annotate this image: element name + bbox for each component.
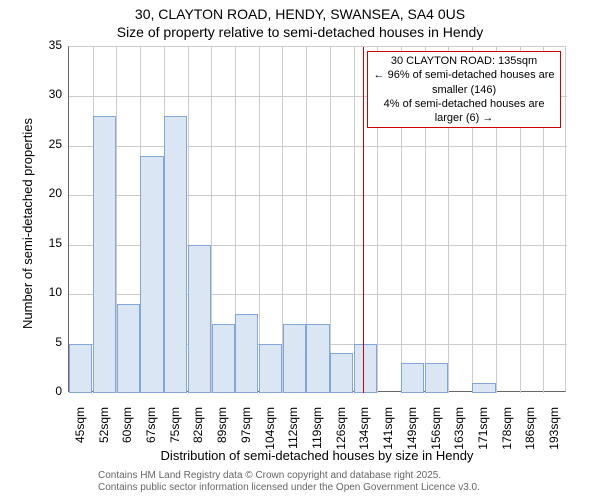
annotation-line2: ← 96% of semi-detached houses are smalle… [372,68,556,97]
x-tick-label: 45sqm [73,407,87,457]
y-tick-label: 25 [36,137,62,151]
annotation-box: 30 CLAYTON ROAD: 135sqm← 96% of semi-det… [367,51,561,128]
x-tick-label: 67sqm [144,407,158,457]
histogram-bar [401,363,424,393]
x-tick-label: 112sqm [286,407,300,457]
x-tick-label: 141sqm [381,407,395,457]
chart-title-line1: 30, CLAYTON ROAD, HENDY, SWANSEA, SA4 0U… [0,6,600,22]
histogram-bar [188,245,211,393]
footer-line-2: Contains public sector information licen… [98,482,480,493]
chart-container: 30, CLAYTON ROAD, HENDY, SWANSEA, SA4 0U… [0,0,600,500]
y-tick-label: 0 [36,384,62,398]
x-tick-label: 119sqm [310,407,324,457]
x-tick-label: 156sqm [429,407,443,457]
x-tick-label: 134sqm [357,407,371,457]
x-tick-label: 97sqm [239,407,253,457]
x-tick-label: 52sqm [97,407,111,457]
histogram-bar [117,304,140,393]
histogram-bar [235,314,258,393]
reference-line [363,47,364,393]
x-tick-label: 186sqm [523,407,537,457]
y-tick-label: 30 [36,87,62,101]
plot-area: 30 CLAYTON ROAD: 135sqm← 96% of semi-det… [68,46,566,392]
histogram-bar [472,383,495,393]
histogram-bar [140,156,163,393]
x-tick-label: 193sqm [547,407,561,457]
y-tick-label: 5 [36,335,62,349]
annotation-line3: 4% of semi-detached houses are larger (6… [372,97,556,126]
grid-line-v [354,47,355,393]
x-tick-label: 178sqm [500,407,514,457]
footer-line-1: Contains HM Land Registry data © Crown c… [98,470,441,481]
histogram-bar [306,324,329,393]
x-tick-label: 171sqm [476,407,490,457]
histogram-bar [93,116,116,393]
grid-line-v [259,47,260,393]
x-tick-label: 75sqm [168,407,182,457]
histogram-bar [330,353,353,393]
y-axis-label: Number of semi-detached properties [20,118,35,329]
y-tick-label: 35 [36,38,62,52]
x-tick-label: 82sqm [191,407,205,457]
y-tick-label: 20 [36,186,62,200]
x-tick-label: 149sqm [405,407,419,457]
x-tick-label: 163sqm [452,407,466,457]
grid-line-h [69,146,567,147]
x-tick-label: 104sqm [263,407,277,457]
y-tick-label: 15 [36,236,62,250]
histogram-bar [354,344,377,393]
histogram-bar [212,324,235,393]
x-tick-label: 126sqm [334,407,348,457]
grid-line-v [330,47,331,393]
x-tick-label: 89sqm [215,407,229,457]
histogram-bar [283,324,306,393]
x-tick-label: 60sqm [120,407,134,457]
histogram-bar [425,363,448,393]
histogram-bar [259,344,282,393]
histogram-bar [69,344,92,393]
annotation-line1: 30 CLAYTON ROAD: 135sqm [372,54,556,68]
y-tick-label: 10 [36,285,62,299]
histogram-bar [164,116,187,393]
chart-title-line2: Size of property relative to semi-detach… [0,24,600,40]
